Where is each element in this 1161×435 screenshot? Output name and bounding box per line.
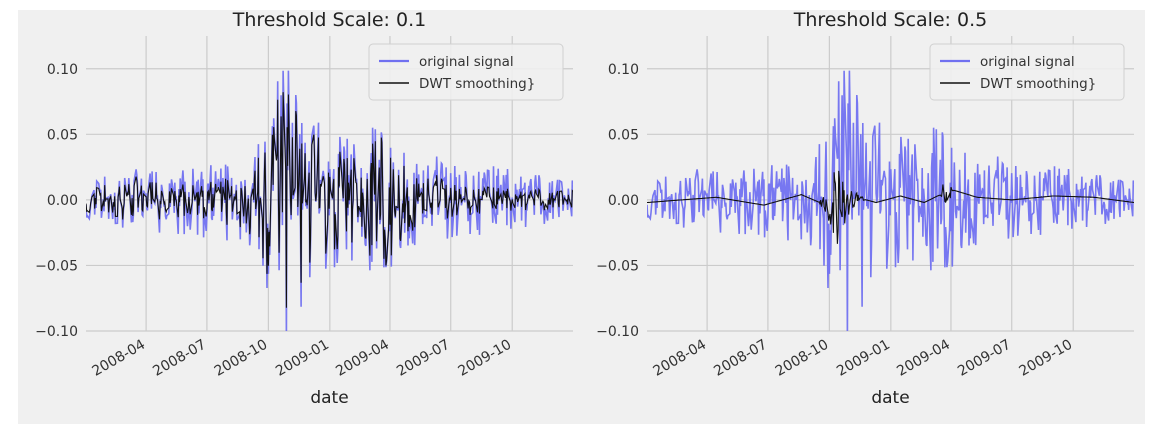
- legend-entry: DWT smoothing}: [419, 76, 535, 92]
- y-tick-label: 0.00: [47, 193, 78, 209]
- y-tick-label: 0.00: [608, 193, 639, 209]
- legend: original signal DWT smoothing}: [368, 43, 564, 101]
- x-axis-label: date: [871, 388, 909, 408]
- y-tick-label: 0.05: [47, 127, 78, 143]
- y-tick-label: −0.05: [35, 258, 78, 274]
- chart-title: Threshold Scale: 0.5: [793, 9, 987, 31]
- legend: original signal DWT smoothing}: [929, 43, 1125, 101]
- series-line-dwt-smoothing: [86, 92, 573, 308]
- legend-entry: original signal: [419, 54, 514, 70]
- legend-box: [368, 43, 564, 101]
- y-tick-label: −0.10: [35, 324, 78, 340]
- series-line-dwt-smoothing: [647, 170, 1134, 244]
- legend-box: [929, 43, 1125, 101]
- y-tick-label: −0.10: [596, 324, 639, 340]
- y-tick-label: 0.10: [47, 62, 78, 78]
- legend-entry: original signal: [980, 54, 1075, 70]
- legend-entry: DWT smoothing}: [980, 76, 1096, 92]
- y-tick-label: 0.05: [608, 127, 639, 143]
- y-tick-label: 0.10: [608, 62, 639, 78]
- chart-title: Threshold Scale: 0.1: [232, 9, 426, 31]
- y-tick-label: −0.05: [596, 258, 639, 274]
- x-axis-label: date: [310, 388, 348, 408]
- series-line-original-signal: [647, 70, 1134, 331]
